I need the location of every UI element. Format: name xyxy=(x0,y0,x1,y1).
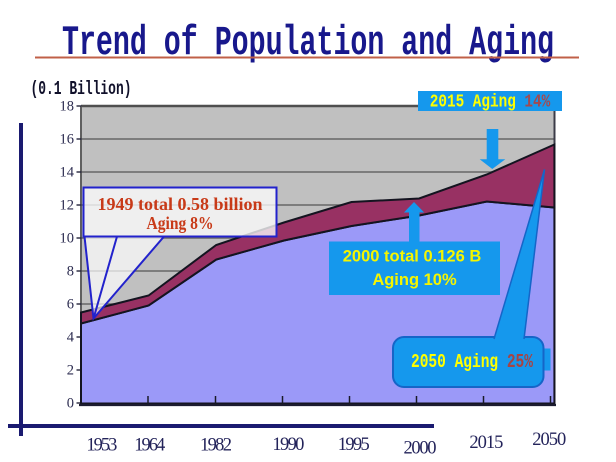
svg-text:0: 0 xyxy=(67,396,74,412)
svg-text:2000: 2000 xyxy=(404,439,437,459)
svg-text:1964: 1964 xyxy=(134,436,165,456)
svg-text:1949 total 0.58 billion: 1949 total 0.58 billion xyxy=(97,194,262,214)
svg-text:1982: 1982 xyxy=(200,436,232,456)
svg-text:18: 18 xyxy=(60,99,75,115)
svg-text:Trend of Population and Aging: Trend of Population and Aging xyxy=(62,19,554,67)
svg-text:8: 8 xyxy=(67,264,74,280)
svg-text:10: 10 xyxy=(60,231,75,247)
svg-text:Aging 8%: Aging 8% xyxy=(147,213,214,233)
svg-text:14: 14 xyxy=(60,165,75,181)
svg-text:2015: 2015 xyxy=(469,433,503,453)
svg-text:2050 Aging 25%: 2050 Aging 25% xyxy=(411,351,533,373)
svg-text:6: 6 xyxy=(67,297,74,313)
svg-text:12: 12 xyxy=(60,198,75,214)
svg-text:2: 2 xyxy=(67,363,74,379)
svg-text:2015 Aging 14%: 2015 Aging 14% xyxy=(430,92,551,113)
svg-text:1995: 1995 xyxy=(338,435,370,455)
svg-text:4: 4 xyxy=(67,330,75,346)
svg-text:1953: 1953 xyxy=(86,436,117,456)
svg-text:2050: 2050 xyxy=(532,430,566,450)
svg-text:2000 total 0.126 B: 2000 total 0.126 B xyxy=(343,248,482,266)
svg-text:16: 16 xyxy=(60,132,75,148)
svg-text:(0.1 Billion): (0.1 Billion) xyxy=(31,78,132,100)
svg-text:1990: 1990 xyxy=(272,435,304,455)
svg-text:Aging 10%: Aging 10% xyxy=(372,271,457,289)
